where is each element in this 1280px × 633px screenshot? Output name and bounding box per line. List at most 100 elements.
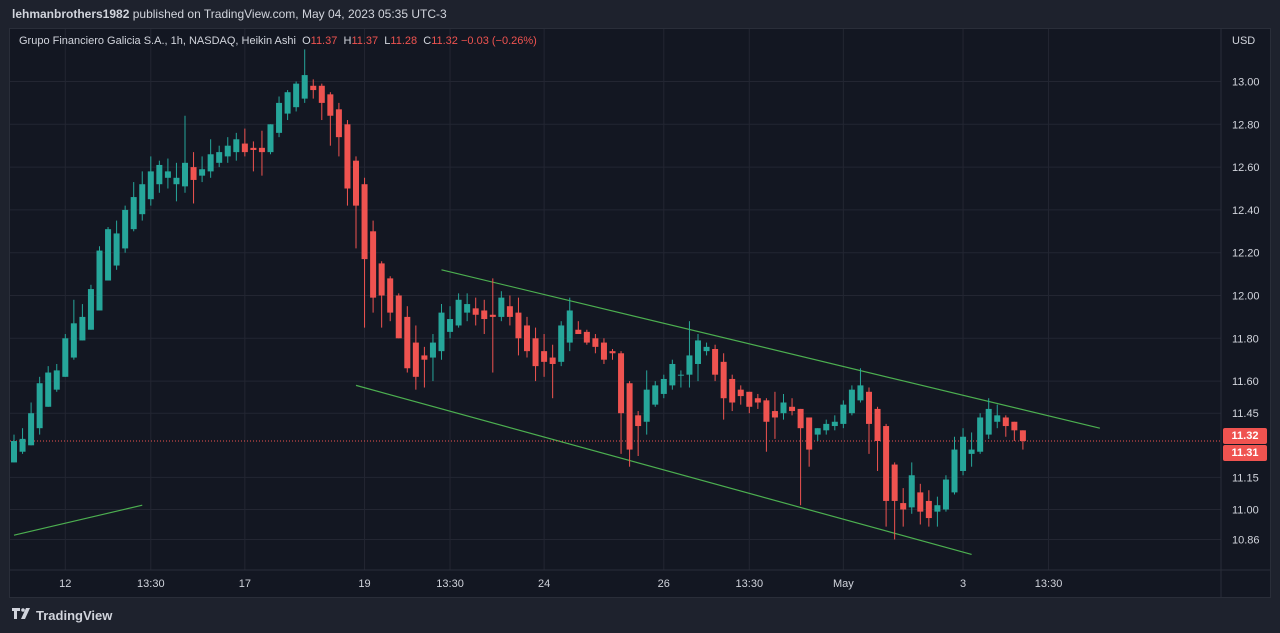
candle-body	[361, 184, 368, 260]
candle-body	[182, 162, 188, 187]
candle-body	[216, 152, 223, 163]
time-tick-label: May	[833, 578, 854, 590]
candle-body	[62, 338, 69, 377]
candle-body	[45, 372, 52, 407]
candle-body	[472, 308, 479, 315]
price-tick-label: 10.86	[1232, 534, 1260, 546]
candle-body	[848, 389, 855, 414]
trendline-3	[355, 384, 972, 556]
candle-body	[626, 383, 633, 450]
candle-body	[199, 169, 206, 176]
candle-body	[934, 505, 941, 512]
candle-body	[771, 411, 778, 418]
candle-body	[925, 500, 932, 519]
candle-body	[746, 391, 753, 407]
candle-body	[498, 297, 505, 317]
candle-body	[549, 357, 556, 364]
candle-body	[267, 124, 274, 153]
candle-body	[70, 323, 77, 358]
candle-body	[806, 417, 813, 450]
candle-body	[857, 385, 864, 401]
symbol-description[interactable]: Grupo Financiero Galicia S.A., 1h, NASDA…	[19, 35, 296, 47]
time-tick-label: 26	[658, 578, 670, 590]
candle-body	[515, 312, 522, 339]
candle-body	[695, 340, 701, 364]
publish-line: lehmanbrothers1982 published on TradingV…	[12, 7, 447, 21]
candle-body	[28, 413, 35, 446]
author-name[interactable]: lehmanbrothers1982	[12, 7, 130, 21]
candle-body	[429, 342, 436, 358]
candle-body	[130, 197, 137, 230]
candle-body	[575, 329, 582, 335]
candle-body	[524, 325, 530, 352]
chart-pane[interactable]	[9, 28, 1271, 598]
candle-body	[532, 338, 539, 367]
tradingview-logo[interactable]: TradingView	[12, 605, 112, 625]
candle-body	[241, 143, 248, 153]
candle-body	[1002, 417, 1009, 427]
low-label: L	[384, 35, 391, 47]
tradingview-logo-icon	[12, 608, 30, 619]
open-value: 11.37	[310, 35, 338, 47]
price-tick-label: 11.45	[1232, 408, 1259, 420]
candle-body	[541, 351, 548, 362]
candle-body	[258, 147, 265, 153]
candle-body	[780, 402, 787, 414]
candle-body	[53, 370, 60, 390]
price-tick-label: 11.00	[1232, 505, 1259, 517]
candle-body	[866, 391, 872, 424]
candle-body	[618, 353, 625, 414]
trendline-2	[441, 269, 1100, 429]
time-tick-label: 12	[59, 578, 71, 590]
candle-body	[660, 378, 667, 394]
candle-body	[19, 438, 26, 452]
candle-body	[669, 363, 676, 386]
candle-body	[1019, 430, 1026, 442]
candle-body	[677, 374, 684, 376]
candle-body	[789, 406, 796, 412]
candle-body	[173, 177, 180, 185]
publish-header: lehmanbrothers1982 published on TradingV…	[0, 0, 1280, 28]
candle-body	[353, 160, 359, 206]
candle-body	[335, 109, 342, 138]
candle-body	[147, 171, 154, 200]
candle-body	[643, 389, 650, 422]
candle-body	[164, 171, 171, 178]
candle-body	[900, 503, 907, 510]
candle-body	[250, 147, 257, 150]
time-tick-label: 24	[538, 578, 550, 590]
time-tick-label: 17	[239, 578, 251, 590]
candle-body	[412, 342, 419, 377]
candle-body	[156, 164, 163, 185]
candle-body	[985, 408, 992, 435]
candle-body	[481, 310, 488, 320]
candle-body	[464, 304, 471, 313]
candle-body	[455, 299, 462, 326]
candle-body	[421, 355, 428, 360]
candle-body	[233, 139, 240, 153]
candle-body	[378, 263, 385, 296]
candle-body	[276, 102, 283, 133]
candle-body	[344, 124, 351, 189]
candle-body	[908, 475, 915, 508]
close-value: 11.32	[431, 35, 458, 47]
candle-body	[224, 145, 231, 157]
candle-body	[190, 167, 197, 180]
last-price-tag: 11.32	[1223, 428, 1267, 444]
price-tick-label: 12.40	[1232, 205, 1260, 217]
candle-body	[79, 316, 86, 341]
currency-label[interactable]: USD	[1232, 35, 1256, 47]
candle-body	[609, 351, 616, 354]
candle-body	[318, 85, 325, 103]
price-tick-label: 12.00	[1232, 291, 1260, 303]
tradingview-brand: TradingView	[36, 607, 113, 623]
candle-body	[729, 378, 736, 403]
price-tick-label: 13.00	[1232, 77, 1260, 89]
low-value: 11.28	[390, 35, 418, 47]
candle-body	[754, 398, 761, 403]
second-price-tag: 11.31	[1223, 445, 1267, 461]
candle-body	[583, 331, 590, 343]
price-tick-label: 12.20	[1232, 248, 1260, 260]
time-tick-label: 13:30	[736, 578, 764, 590]
